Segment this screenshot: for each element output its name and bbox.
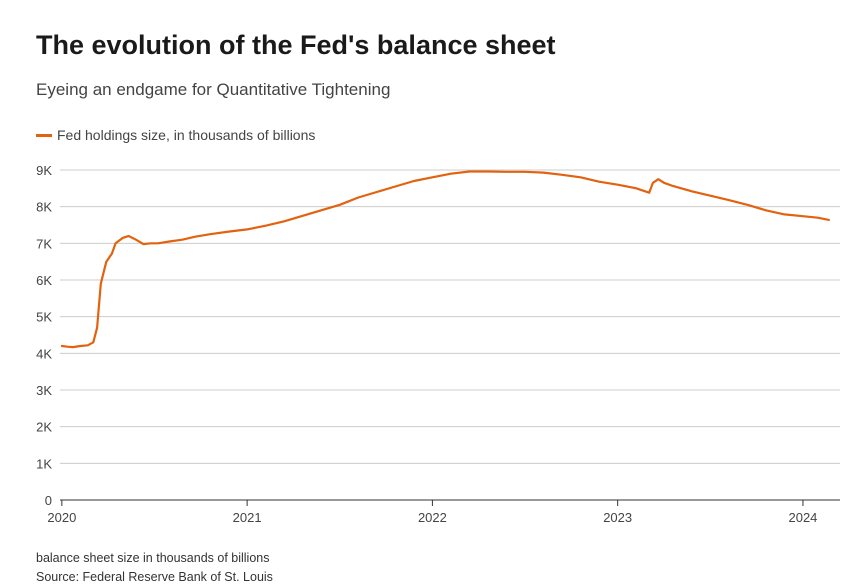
y-tick-label: 2K — [36, 420, 52, 435]
y-tick-label: 1K — [36, 456, 52, 471]
y-tick-label: 6K — [36, 273, 52, 288]
legend-label: Fed holdings size, in thousands of billi… — [57, 127, 316, 143]
series-line — [60, 170, 831, 349]
x-tick-label: 2020 — [47, 510, 76, 525]
y-tick-label: 4K — [36, 346, 52, 361]
y-tick-label: 0 — [45, 493, 52, 508]
y-tick-label: 9K — [36, 163, 52, 178]
y-tick-label: 7K — [36, 236, 52, 251]
legend-swatch — [36, 133, 52, 137]
chart-note: balance sheet size in thousands of billi… — [36, 551, 270, 565]
y-tick-label: 3K — [36, 383, 52, 398]
x-tick-label: 2023 — [603, 510, 632, 525]
chart-title: The evolution of the Fed's balance sheet — [36, 30, 556, 60]
x-tick-label: 2021 — [233, 510, 262, 525]
y-tick-label: 8K — [36, 200, 52, 215]
x-tick-label: 2022 — [418, 510, 447, 525]
chart-subtitle: Eyeing an endgame for Quantitative Tight… — [36, 80, 391, 99]
legend: Fed holdings size, in thousands of billi… — [36, 127, 315, 143]
x-tick-label: 2024 — [788, 510, 817, 525]
chart-source: Source: Federal Reserve Bank of St. Loui… — [36, 570, 273, 584]
y-tick-label: 5K — [36, 310, 52, 325]
